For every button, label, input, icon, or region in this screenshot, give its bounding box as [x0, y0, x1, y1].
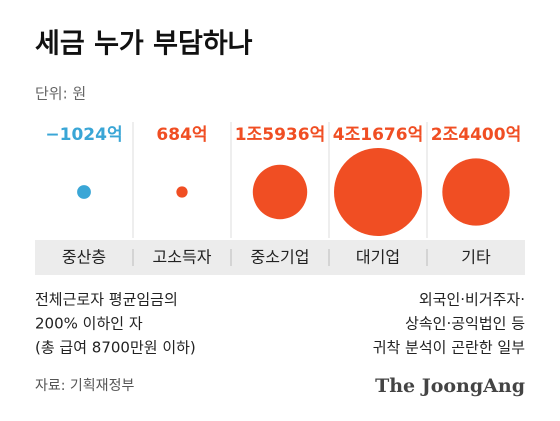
value-label: 684억	[156, 125, 207, 145]
category-label: 기타	[461, 248, 491, 267]
value-label: −1024억	[45, 125, 122, 145]
note-left: 전체근로자 평균임금의	[35, 291, 178, 309]
value-label: 2조4400억	[431, 125, 521, 145]
bubble	[442, 158, 510, 226]
bubble	[334, 148, 422, 236]
bubble	[77, 185, 91, 199]
category-label: 대기업	[356, 248, 400, 267]
note-right: 외국인·비거주자·	[419, 291, 525, 309]
note-right: 상속인·공익법인 등	[405, 315, 525, 333]
category-band	[35, 240, 525, 275]
category-label: 중소기업	[251, 248, 310, 267]
source: 자료: 기획재정부	[35, 378, 134, 394]
bubble	[252, 164, 308, 220]
note-right: 귀착 분석이 곤란한 일부	[373, 339, 526, 357]
value-label: 1조5936억	[235, 125, 325, 145]
category-label: 중산층	[62, 248, 106, 267]
chart-title: 세금 누가 부담하나	[35, 29, 253, 60]
note-left: (총 급여 8700만원 이하)	[35, 339, 196, 357]
unit-label: 단위: 원	[35, 85, 86, 103]
category-label: 고소득자	[153, 248, 212, 267]
bubble	[176, 186, 188, 198]
brand: The JoongAng	[375, 375, 525, 397]
value-label: 4조1676억	[333, 125, 423, 145]
note-left: 200% 이하인 자	[35, 315, 143, 333]
